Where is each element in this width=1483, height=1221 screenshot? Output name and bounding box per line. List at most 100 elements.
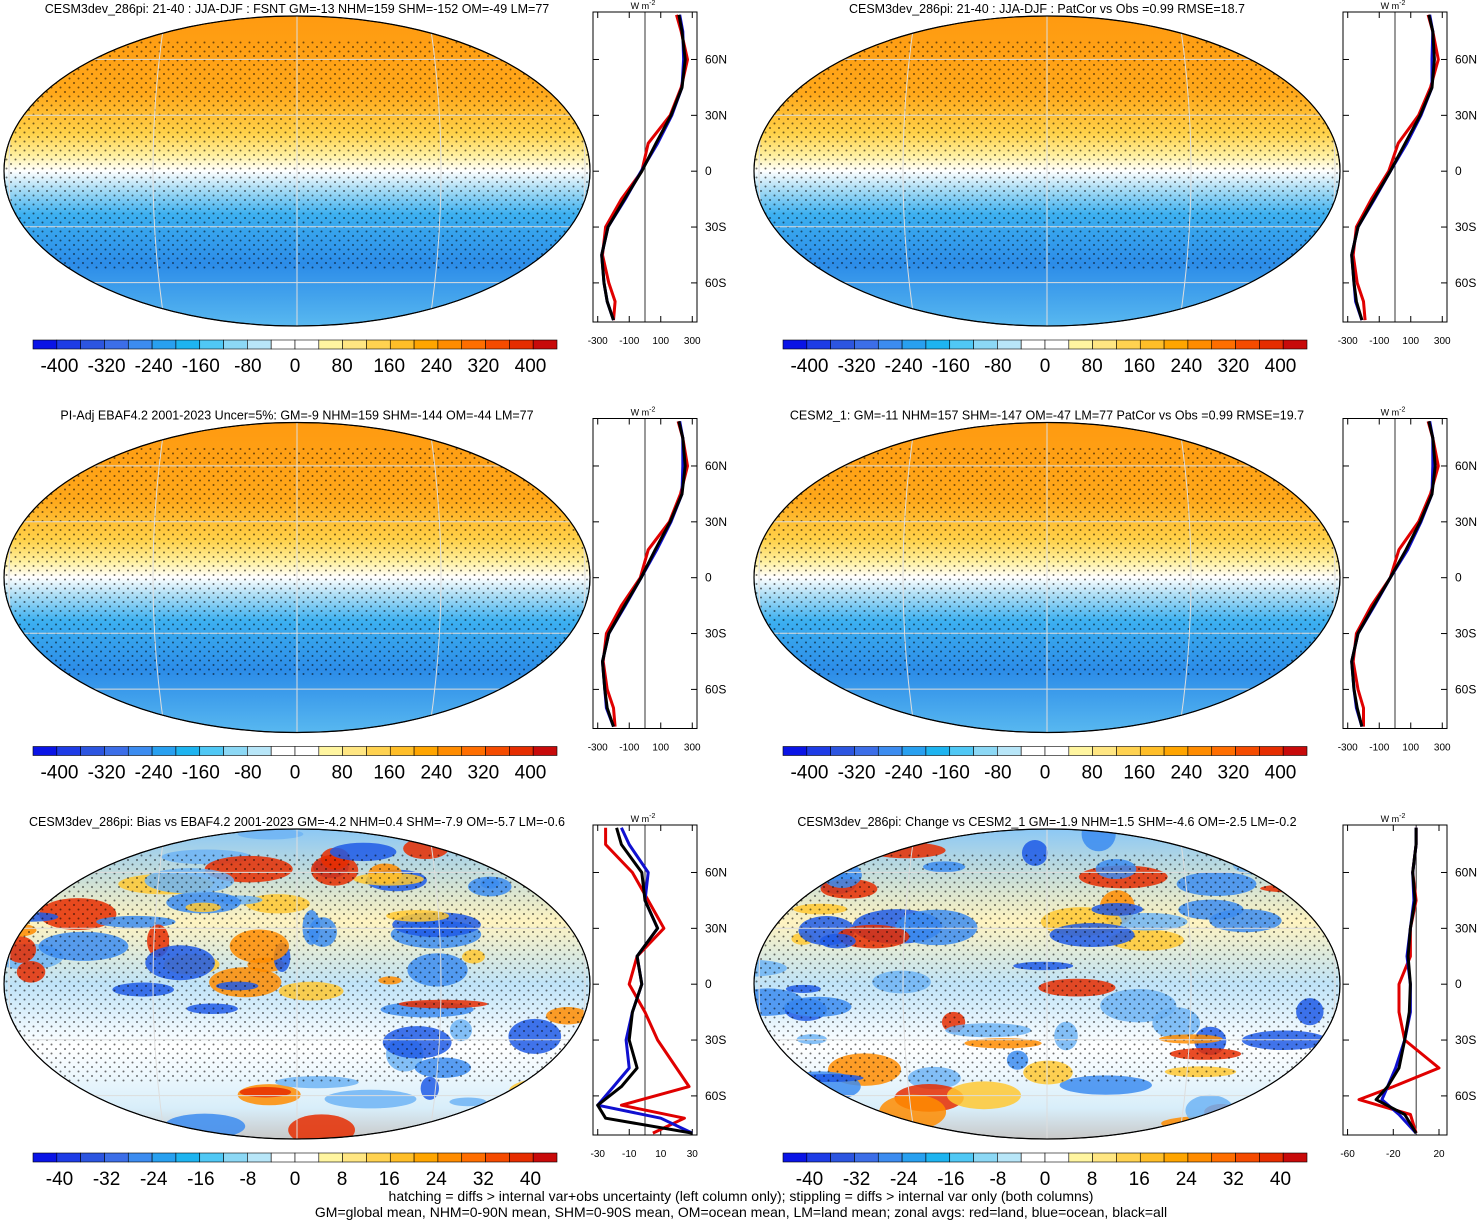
colorbar-box <box>56 746 81 756</box>
colorbar-box <box>175 339 201 350</box>
footer-line: GM=global mean, NHM=0-90N mean, SHM=0-90… <box>315 1204 1167 1220</box>
colorbar-box <box>1282 339 1308 350</box>
colorbar-box <box>127 339 153 350</box>
y-tick-label: 30N <box>705 515 727 529</box>
colorbar-label: 16 <box>1129 1169 1150 1190</box>
anomaly-blob <box>1308 857 1340 878</box>
anomaly-blob <box>1282 852 1340 863</box>
colorbar-box <box>461 339 486 350</box>
colorbar-box <box>32 746 58 756</box>
colorbar-box <box>1116 339 1141 350</box>
anomaly-blob <box>1275 846 1309 878</box>
panel-title: CESM3dev_286pi: 21-40 : JJA-DJF : PatCor… <box>849 2 1245 16</box>
y-tick-label: 0 <box>705 571 712 585</box>
panel: CESM3dev_286pi: Change vs CESM2_1 GM=-1.… <box>753 813 1477 1190</box>
graticule <box>428 422 442 733</box>
colorbar-label: -8 <box>239 1169 256 1190</box>
colorbar-box <box>366 1152 391 1163</box>
y-tick-label: 30S <box>1455 220 1476 234</box>
colorbar-box <box>294 746 320 756</box>
colorbar-label: -240 <box>135 356 173 377</box>
colorbar-label: 160 <box>373 763 405 784</box>
colorbar-box <box>830 339 855 350</box>
colorbar-label: 400 <box>515 763 547 784</box>
zonal-profile <box>600 14 687 321</box>
colorbar-box <box>1020 1152 1046 1163</box>
colorbar-label: 80 <box>1082 356 1103 377</box>
colorbar-box <box>509 1152 534 1163</box>
colorbar-box <box>830 746 855 756</box>
colorbar-box <box>1163 1152 1189 1163</box>
anomaly-blob <box>539 878 589 902</box>
units-sup: -2 <box>1399 813 1405 820</box>
colorbar-box <box>877 1152 903 1163</box>
panel: CESM3dev_286pi: 21-40 : JJA-DJF : PatCor… <box>753 0 1477 377</box>
y-tick-label: 60N <box>1455 459 1477 473</box>
x-tick-label: 20 <box>1433 1149 1445 1160</box>
colorbar-box <box>80 339 105 350</box>
units-sup: -2 <box>1399 407 1405 414</box>
panel: CESM2_1: GM=-11 NHM=157 SHM=-147 OM=-47 … <box>753 407 1477 784</box>
colorbar-label: -320 <box>838 763 876 784</box>
x-tick-label: -100 <box>619 743 639 754</box>
zonal-profile <box>601 420 687 728</box>
colorbar-label: 240 <box>420 763 452 784</box>
graticule <box>428 16 442 326</box>
colorbar-box <box>830 1152 855 1163</box>
map-border <box>753 828 1341 1140</box>
graticule <box>152 829 166 1139</box>
anomaly-blob <box>807 858 839 878</box>
colorbar-box <box>1259 746 1284 756</box>
anomaly-blob <box>239 1086 292 1098</box>
colorbar-box <box>56 1152 81 1163</box>
colorbar-box <box>1139 339 1165 350</box>
units: W m-2 <box>1381 813 1406 824</box>
units-base: W m <box>1381 1 1400 11</box>
x-tick-label: 10 <box>655 1149 667 1160</box>
colorbar-box <box>318 339 343 350</box>
colorbar-box <box>127 746 153 756</box>
colorbar-box <box>1259 1152 1284 1163</box>
units-sup: -2 <box>649 407 655 414</box>
units-sup: -2 <box>649 813 655 820</box>
anomaly-blob <box>1081 829 1116 852</box>
colorbar-box <box>854 1152 879 1163</box>
colorbar-box <box>366 339 391 350</box>
zonal-profile <box>1350 14 1436 321</box>
x-tick-label: 300 <box>684 743 701 754</box>
anomaly-blob <box>754 844 787 880</box>
colorbar-label: 0 <box>1040 763 1051 784</box>
colorbar-box <box>925 746 951 756</box>
x-tick-label: 30 <box>687 1149 699 1160</box>
colorbar-box <box>949 339 974 350</box>
units-base: W m <box>631 814 650 824</box>
colorbar-label: -240 <box>885 763 923 784</box>
colorbar-box <box>925 1152 951 1163</box>
x-tick-label: -100 <box>1369 743 1389 754</box>
colorbar-label: -16 <box>937 1169 964 1190</box>
units-base: W m <box>631 1 650 11</box>
y-tick-label: 60S <box>1455 276 1476 290</box>
colorbar-box <box>437 1152 463 1163</box>
colorbar-box <box>437 746 463 756</box>
colorbar-box <box>1092 339 1117 350</box>
colorbar-label: -160 <box>182 356 220 377</box>
colorbar-label: -240 <box>135 763 173 784</box>
anomaly-blob <box>4 1109 77 1121</box>
y-tick-label: 30N <box>1455 515 1477 529</box>
profile-frame <box>1342 824 1448 1136</box>
panel: CESM3dev_286pi: Bias vs EBAF4.2 2001-202… <box>3 813 727 1190</box>
x-tick-label: 100 <box>1402 743 1419 754</box>
colorbar-box <box>806 339 831 350</box>
panel-title: PI-Adj EBAF4.2 2001-2023 Uncer=5%: GM=-9… <box>60 409 533 423</box>
colorbar-box <box>1116 1152 1141 1163</box>
colorbar-label: -400 <box>790 356 828 377</box>
colorbar-box <box>1044 339 1070 350</box>
colorbar-box <box>1092 1152 1117 1163</box>
colorbar-box <box>437 339 463 350</box>
colorbar-label: 160 <box>1123 763 1155 784</box>
colorbar-label: -8 <box>989 1169 1006 1190</box>
colorbar-box <box>1282 746 1308 756</box>
y-tick-label: 60N <box>705 459 727 473</box>
